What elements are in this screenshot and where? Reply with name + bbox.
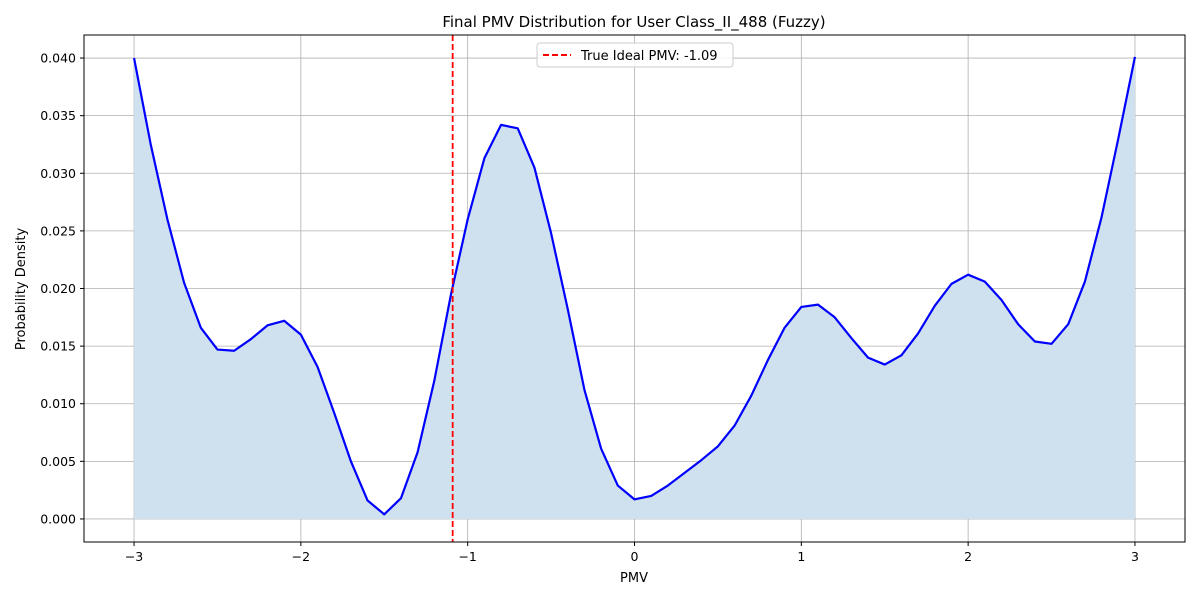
- y-tick-label: 0.040: [40, 51, 76, 66]
- y-tick-label: 0.000: [40, 511, 76, 526]
- line-layer: [132, 56, 1137, 516]
- x-axis-label: PMV: [620, 571, 648, 586]
- y-tick-label: 0.005: [40, 454, 76, 469]
- x-tick-label: 2: [964, 549, 972, 564]
- y-axis-label: Probability Density: [14, 228, 29, 351]
- y-tick-label: 0.020: [40, 281, 76, 296]
- x-tick-label: −3: [125, 549, 143, 564]
- tick-layer: −3 −2 −1 0 1 2 3 0.000 0.005 0.010 0.015 0.020 0.025…: [40, 51, 1139, 564]
- x-tick-label: 0: [631, 549, 639, 564]
- density-line: [132, 56, 1137, 516]
- legend: True Ideal PMV: -1.09: [536, 42, 734, 68]
- y-tick-label: 0.010: [40, 396, 76, 411]
- y-tick-label: 0.025: [40, 223, 76, 238]
- area-layer: [134, 56, 1135, 519]
- legend-label-vline: True Ideal PMV: -1.09: [580, 49, 718, 64]
- y-tick-label: 0.035: [40, 108, 76, 123]
- y-tick-label: 0.030: [40, 166, 76, 181]
- density-area-fill: [134, 56, 1135, 519]
- y-tick-label: 0.015: [40, 339, 76, 354]
- x-tick-label: −2: [292, 549, 310, 564]
- legend-box: [536, 42, 734, 68]
- x-tick-label: 1: [797, 549, 805, 564]
- chart-title: Final PMV Distribution for User Class_II…: [442, 13, 825, 32]
- x-tick-label: −1: [458, 549, 476, 564]
- x-tick-label: 3: [1131, 549, 1139, 564]
